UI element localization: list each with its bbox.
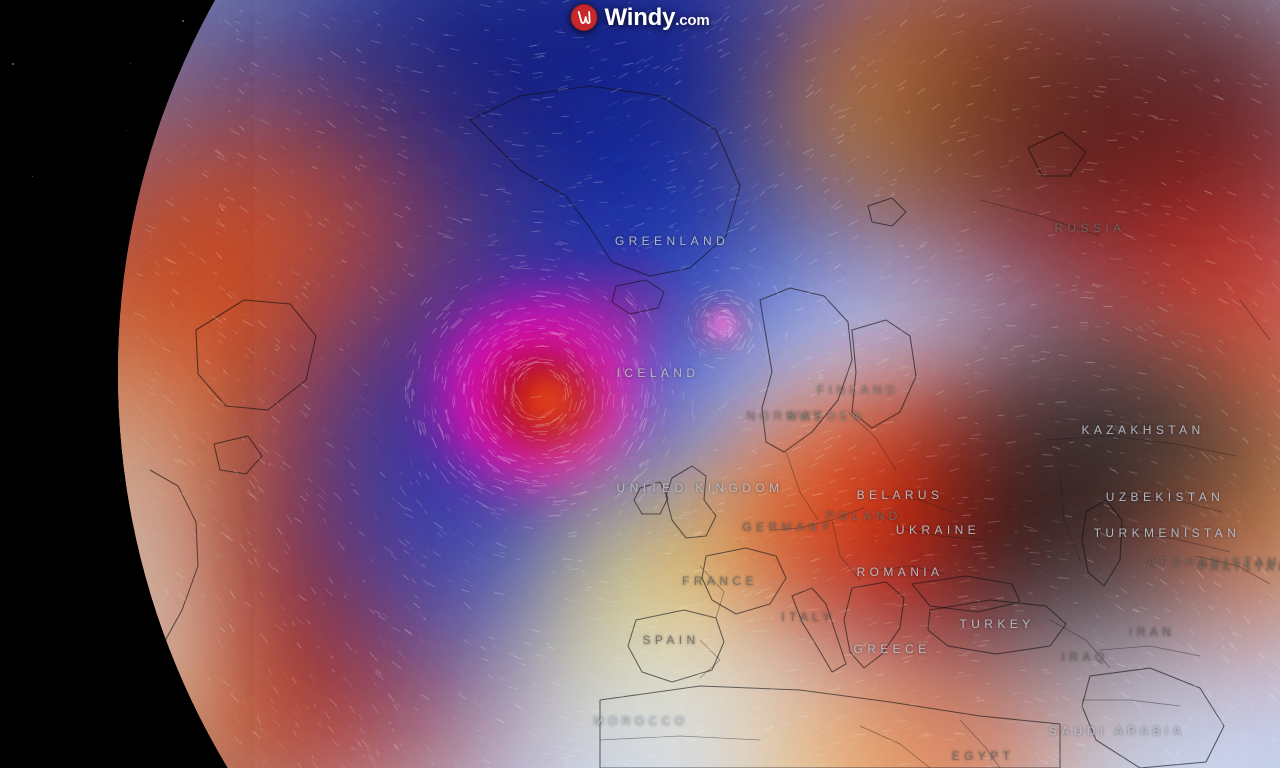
brand-name: Windy [604, 3, 676, 31]
country-label-belarus: BELARUS [856, 488, 944, 502]
country-label-morocco: MOROCCO [593, 714, 689, 728]
country-label-poland: POLAND [826, 509, 902, 523]
country-label-turkmenistan: TURKMENISTAN [1093, 526, 1241, 540]
country-label-uzbekistan: UZBEKISTAN [1105, 490, 1225, 504]
country-label-saudi-arabia: SAUDI ARABIA [1048, 724, 1186, 738]
country-label-afghanistan: AFGHANISTAN [1147, 555, 1280, 569]
country-label-iceland: ICELAND [616, 366, 700, 380]
country-label-turkey: TURKEY [959, 617, 1035, 631]
country-label-greenland: GREENLAND [614, 234, 730, 248]
country-label-finland: FINLAND [816, 383, 900, 397]
country-label-pakistan: PAKISTAN [1198, 560, 1280, 574]
country-label-italy: ITALY [781, 610, 835, 624]
country-label-spain: SPAIN [642, 633, 700, 647]
country-label-greece: GREECE [853, 642, 931, 656]
windy-wordmark: Windy .com [604, 3, 710, 31]
country-label-kazakhstan: KAZAKHSTAN [1081, 423, 1205, 437]
globe[interactable] [118, 0, 1280, 768]
country-label-norway: NORWAY [746, 409, 826, 423]
brand-suffix: .com [675, 11, 710, 29]
country-label-sweden: SWEDEN [786, 409, 866, 423]
windy-logo-icon [570, 4, 598, 31]
country-label-romania: ROMANIA [856, 565, 944, 579]
country-label-france: FRANCE [682, 574, 758, 588]
country-label-russia: RUSSIA [1054, 221, 1126, 235]
country-label-iraq: IRAQ [1061, 650, 1109, 664]
country-label-egypt: EGYPT [951, 749, 1015, 763]
country-label-united-kingdom: UNITED KINGDOM [616, 481, 784, 495]
country-label-ukraine: UKRAINE [895, 523, 981, 537]
country-label-germany: GERMANY [742, 520, 834, 534]
windy-logo[interactable]: Windy .com [570, 3, 710, 31]
country-label-iran: IRAN [1128, 625, 1176, 639]
